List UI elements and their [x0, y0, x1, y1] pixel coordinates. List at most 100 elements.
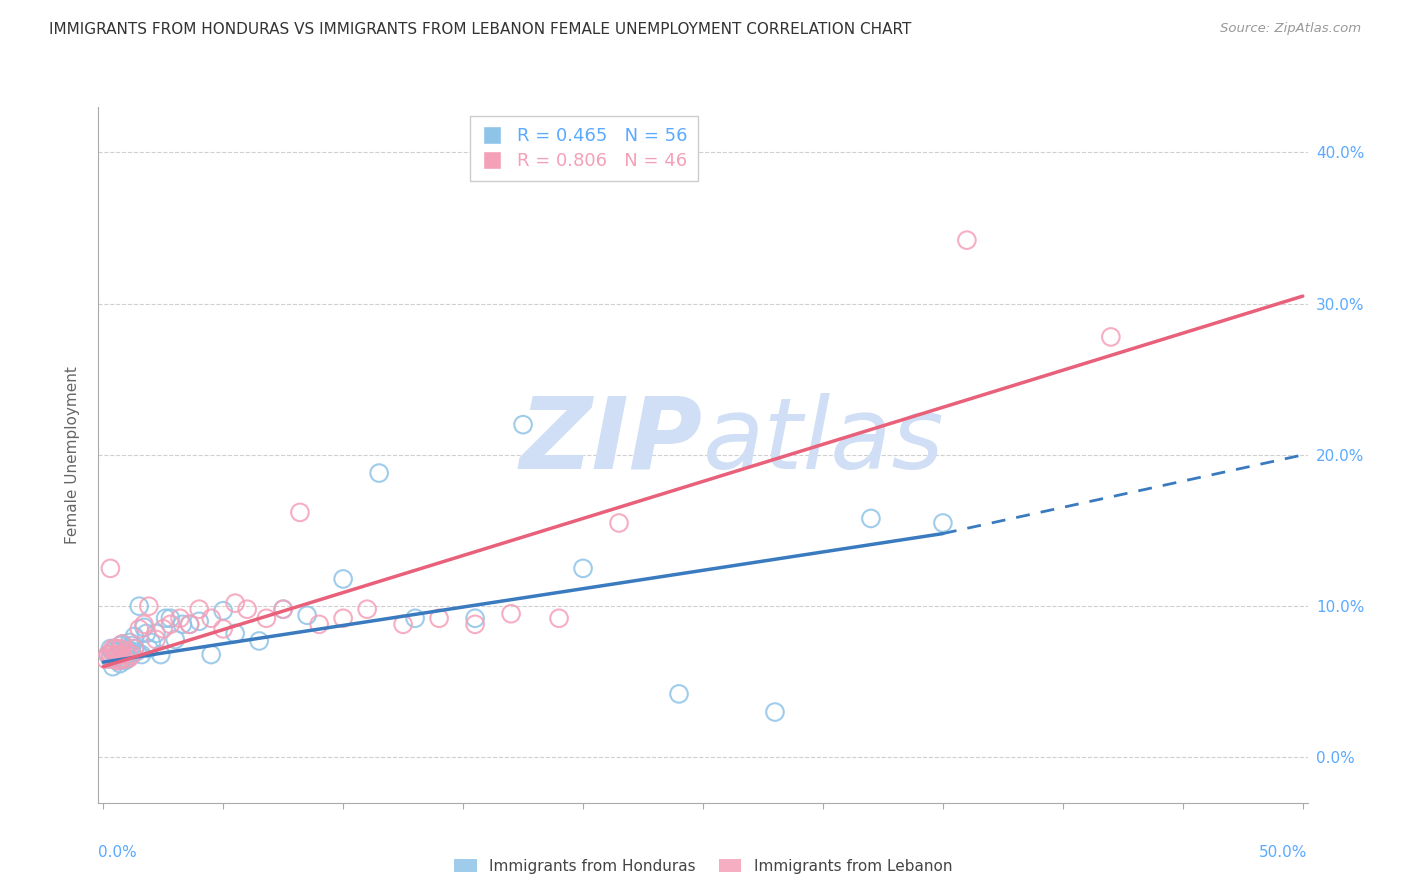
Point [464, 611, 486, 625]
Point [101, 659, 124, 673]
Point [145, 626, 167, 640]
Point [114, 652, 136, 666]
Point [131, 648, 153, 662]
Point [121, 639, 143, 653]
Point [118, 635, 141, 649]
Text: atlas: atlas [703, 392, 945, 490]
Point [149, 648, 172, 662]
Point [499, 607, 522, 621]
Point [200, 648, 222, 662]
Point [100, 648, 122, 662]
Point [392, 617, 415, 632]
Point [115, 644, 138, 658]
Point [159, 617, 181, 632]
Point [107, 654, 129, 668]
Point [111, 652, 134, 666]
Point [224, 626, 246, 640]
Point [138, 599, 160, 614]
Point [224, 596, 246, 610]
Point [427, 611, 450, 625]
Point [165, 632, 187, 647]
Point [108, 652, 131, 666]
Point [111, 637, 134, 651]
Point [247, 634, 270, 648]
Text: Source: ZipAtlas.com: Source: ZipAtlas.com [1220, 22, 1361, 36]
Point [101, 644, 124, 658]
Point [356, 602, 378, 616]
Text: IMMIGRANTS FROM HONDURAS VS IMMIGRANTS FROM LEBANON FEMALE UNEMPLOYMENT CORRELAT: IMMIGRANTS FROM HONDURAS VS IMMIGRANTS F… [49, 22, 911, 37]
Point [100, 641, 122, 656]
Point [668, 687, 690, 701]
Point [128, 622, 150, 636]
Point [111, 648, 134, 662]
Point [108, 648, 131, 662]
Point [125, 644, 148, 658]
Point [332, 611, 354, 625]
Point [135, 626, 157, 640]
Point [271, 602, 294, 616]
Legend: Immigrants from Honduras, Immigrants from Lebanon: Immigrants from Honduras, Immigrants fro… [447, 853, 959, 880]
Point [104, 641, 127, 656]
Point [464, 617, 486, 632]
Text: 0.0%: 0.0% [98, 845, 138, 860]
Point [97, 648, 120, 662]
Text: ZIP: ZIP [520, 392, 703, 490]
Point [179, 617, 201, 632]
Point [145, 632, 167, 647]
Point [607, 516, 630, 530]
Point [763, 705, 786, 719]
Point [169, 611, 191, 625]
Point [121, 648, 143, 662]
Point [118, 650, 141, 665]
Point [107, 654, 129, 668]
Point [236, 602, 259, 616]
Point [108, 641, 131, 656]
Point [124, 629, 146, 643]
Point [107, 644, 129, 658]
Point [124, 641, 146, 656]
Point [108, 657, 131, 671]
Point [295, 608, 318, 623]
Point [115, 641, 138, 656]
Y-axis label: Female Unemployment: Female Unemployment [65, 366, 80, 544]
Point [97, 648, 120, 662]
Point [141, 635, 163, 649]
Point [94, 652, 117, 666]
Point [101, 641, 124, 656]
Point [101, 652, 124, 666]
Point [1099, 330, 1122, 344]
Point [132, 617, 155, 632]
Point [104, 648, 127, 662]
Point [121, 648, 143, 662]
Point [548, 611, 571, 625]
Point [212, 604, 235, 618]
Point [104, 650, 127, 665]
Point [188, 615, 211, 629]
Point [179, 617, 201, 632]
Point [128, 599, 150, 614]
Point [271, 602, 294, 616]
Point [100, 652, 122, 666]
Point [288, 505, 311, 519]
Point [132, 620, 155, 634]
Point [155, 611, 177, 625]
Point [114, 654, 136, 668]
Point [212, 622, 235, 636]
Point [404, 611, 426, 625]
Legend: R = 0.465   N = 56, R = 0.806   N = 46: R = 0.465 N = 56, R = 0.806 N = 46 [470, 116, 699, 181]
Point [172, 617, 194, 632]
Point [572, 561, 595, 575]
Point [188, 602, 211, 616]
Point [368, 466, 391, 480]
Point [152, 622, 174, 636]
Point [332, 572, 354, 586]
Point [100, 561, 122, 575]
Point [254, 611, 277, 625]
Point [111, 637, 134, 651]
Point [859, 511, 882, 525]
Point [138, 641, 160, 656]
Text: 50.0%: 50.0% [1260, 845, 1308, 860]
Point [308, 617, 330, 632]
Point [956, 233, 979, 247]
Point [200, 611, 222, 625]
